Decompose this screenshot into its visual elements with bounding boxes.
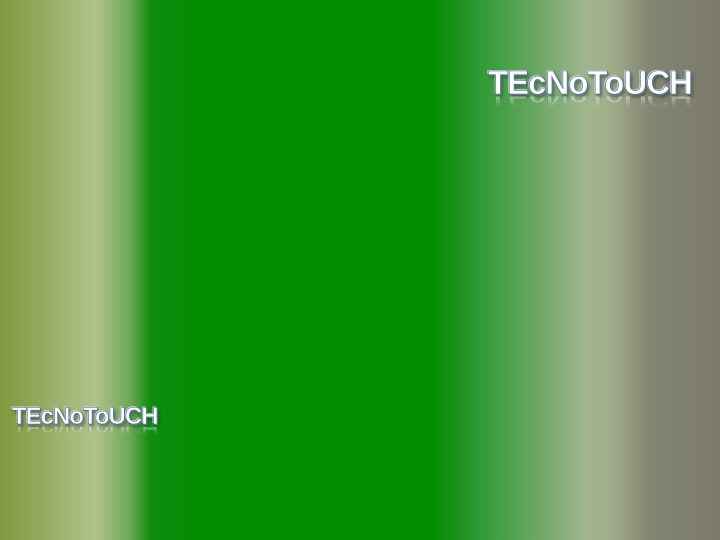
- logo-small: TEcNoToUCH TEcNoToUCH: [12, 403, 159, 439]
- logo-large-reflection: TEcNoToUCH: [488, 97, 692, 114]
- logo-small-reflection: TEcNoToUCH: [12, 427, 158, 439]
- logo-large: TEcNoToUCH TEcNoToUCH: [488, 64, 693, 114]
- logo-large-text: TEcNoToUCH: [488, 64, 693, 101]
- logo-small-text: TEcNoToUCH: [12, 403, 159, 430]
